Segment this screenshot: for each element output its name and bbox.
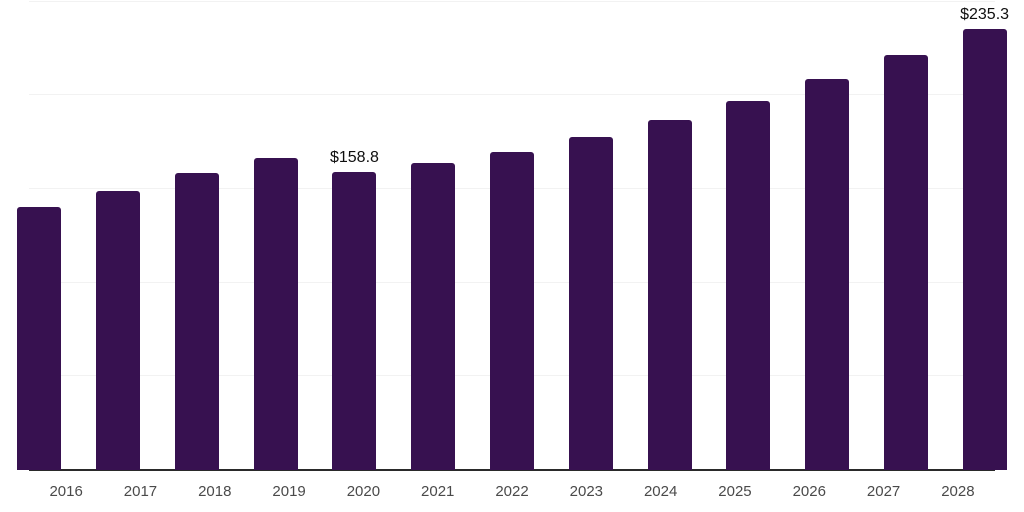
gridline: [29, 94, 995, 96]
x-axis-label-2016: 2016: [49, 483, 83, 500]
bar-slot-2017: [79, 0, 158, 470]
x-axis-label-2024: 2024: [643, 483, 678, 500]
bar-2028: [962, 29, 1007, 470]
x-axis-label-2023: 2023: [569, 483, 604, 500]
bar-2021: [411, 163, 456, 470]
bar-2017: [96, 190, 141, 470]
bar-slot-2027: [866, 0, 945, 470]
bar-slot-2022: [473, 0, 552, 470]
bar-2016: [17, 206, 62, 470]
x-axis-line: [29, 469, 995, 471]
x-axis-label-2027: 2027: [866, 483, 901, 500]
bar-slot-2026: [788, 0, 867, 470]
bar-2025: [726, 100, 771, 470]
bar-slot-2018: [158, 0, 237, 470]
bar-slot-2024: [630, 0, 709, 470]
x-axis-label-2021: 2021: [421, 483, 455, 500]
x-axis-label-2019: 2019: [272, 483, 306, 500]
bar-slot-2023: [551, 0, 630, 470]
bar-2020: [332, 172, 377, 470]
bar-2024: [647, 119, 692, 470]
bar-slot-2020: $158.8: [315, 0, 394, 470]
gridline: [29, 0, 995, 2]
bars-container: $158.8 $235.3: [0, 0, 1024, 470]
x-axis-label-2025: 2025: [718, 483, 752, 500]
x-axis-label-2017: 2017: [123, 483, 158, 500]
bar-2026: [805, 79, 850, 470]
x-axis-label-2022: 2022: [495, 483, 529, 500]
bar-slot-2016: [0, 0, 79, 470]
bar-2023: [568, 137, 613, 470]
x-axis-labels: 2016 2017 2018 2019 2020 2021 2022 2023 2024 2025…: [29, 482, 995, 502]
bar-value-label-2020: $158.8: [329, 149, 379, 167]
bar-2027: [883, 54, 928, 470]
bar-slot-2019: [236, 0, 315, 470]
bar-2018: [174, 173, 219, 470]
bar-slot-2025: [709, 0, 788, 470]
x-axis-label-2028: 2028: [941, 483, 975, 500]
bar-slot-2028: $235.3: [945, 0, 1024, 470]
x-axis-label-2020: 2020: [346, 483, 381, 500]
bar-value-label-2028: $235.3: [960, 6, 1010, 24]
x-axis-label-2018: 2018: [198, 483, 232, 500]
bar-2022: [489, 151, 534, 470]
bar-2019: [253, 157, 298, 470]
bar-slot-2021: [394, 0, 473, 470]
x-axis-label-2026: 2026: [792, 483, 826, 500]
